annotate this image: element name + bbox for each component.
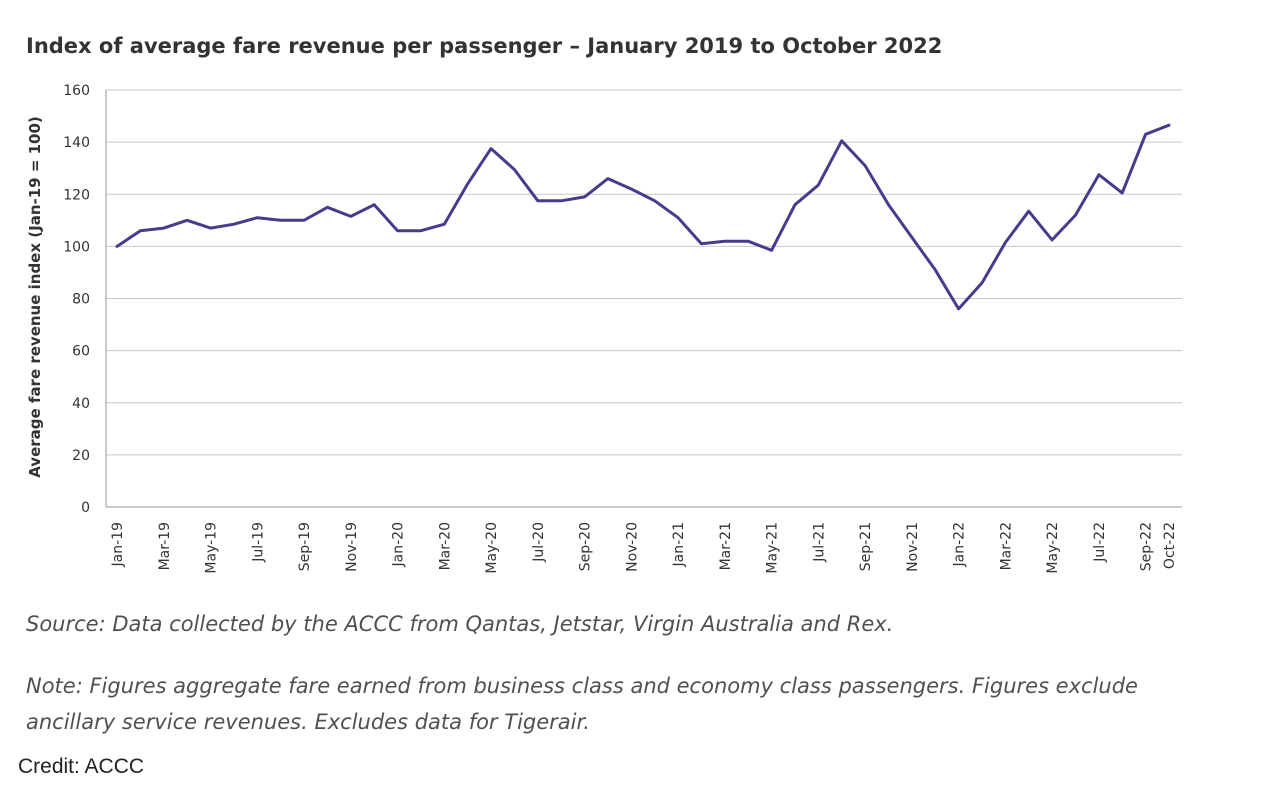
source-note: Source: Data collected by the ACCC from …: [26, 612, 894, 636]
image-credit: Credit: ACCC: [18, 755, 145, 778]
x-tick-label: Nov-20: [624, 522, 640, 572]
x-tick-label: Jan-19: [110, 522, 126, 567]
x-tick-label: Mar-21: [718, 522, 734, 570]
x-tick-label: Nov-21: [905, 522, 921, 572]
gridlines: [106, 89, 1182, 508]
y-tick-label: 100: [63, 239, 90, 255]
x-tick-label: May-21: [765, 522, 781, 574]
x-tick-label: May-19: [204, 522, 220, 574]
x-tick-label: Sep-22: [1139, 522, 1155, 571]
y-axis-label: Average fare revenue index (Jan-19 = 100…: [26, 116, 44, 478]
fare-revenue-line-chart: Index of average fare revenue per passen…: [26, 34, 1182, 574]
x-tick-label: Sep-21: [858, 522, 874, 571]
x-tick-label: May-20: [484, 522, 500, 574]
x-tick-label: Jul-21: [811, 522, 827, 563]
y-tick-label: 20: [72, 448, 90, 464]
y-tick-label: 140: [63, 135, 90, 151]
x-axis-ticks: Jan-19 Mar-19 May-19 Jul-19 Sep-19 Nov-19 Jan-…: [110, 522, 1178, 574]
x-tick-label: Nov-19: [344, 522, 360, 572]
x-tick-label: Oct-22: [1162, 522, 1178, 569]
y-tick-label: 120: [63, 187, 90, 203]
series-line-0: [115, 123, 1171, 311]
x-tick-label: Mar-20: [437, 522, 453, 570]
footnote: Note: Figures aggregate fare earned from…: [26, 674, 1138, 734]
y-tick-label: 160: [63, 83, 90, 99]
x-tick-label: Mar-19: [157, 522, 173, 570]
x-tick-label: Jan-20: [391, 522, 407, 567]
y-tick-label: 60: [72, 344, 90, 360]
x-tick-label: Sep-20: [578, 522, 594, 571]
x-tick-label: Jul-19: [250, 522, 266, 563]
y-tick-label: 40: [72, 396, 90, 412]
chart-title: Index of average fare revenue per passen…: [26, 34, 942, 58]
x-tick-label: Sep-19: [297, 522, 313, 571]
x-tick-label: Jan-22: [952, 522, 968, 567]
y-tick-label: 80: [72, 292, 90, 308]
y-tick-label: 0: [81, 500, 90, 516]
series-layer: [115, 123, 1171, 311]
x-tick-label: Jan-21: [671, 522, 687, 567]
x-tick-label: Jul-22: [1092, 522, 1108, 563]
x-tick-label: May-22: [1045, 522, 1061, 574]
x-tick-label: Jul-20: [531, 522, 547, 563]
y-axis-ticks: 0 20 40 60 80 100 120 140 160: [63, 83, 90, 516]
x-tick-label: Mar-22: [998, 522, 1014, 570]
